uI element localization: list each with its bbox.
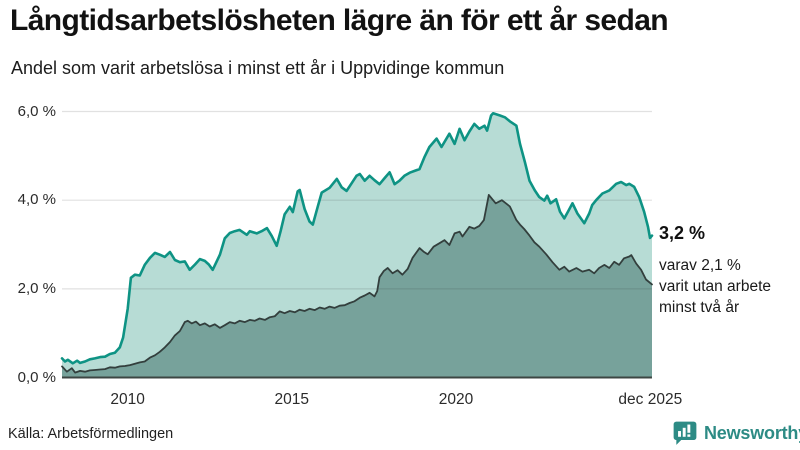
y-axis-tick-label: 4,0 %	[17, 191, 56, 209]
logo-exclamation-dot	[687, 434, 691, 437]
endpoint-note-line: minst två år	[659, 299, 740, 316]
newsworthy-logo-icon	[673, 421, 697, 445]
endpoint-note-line: varit utan arbete	[659, 278, 772, 295]
source-note: Källa: Arbetsförmedlingen	[8, 426, 174, 442]
x-axis-tick-label: dec 2025	[618, 391, 683, 408]
chart-subtitle: Andel som varit arbetslösa i minst ett å…	[11, 58, 505, 78]
x-axis-tick-label: 2020	[438, 391, 474, 408]
endpoint-value-label: 3,2 %	[659, 223, 706, 243]
series-two-years-line	[61, 194, 653, 374]
newsworthy-brand-link[interactable]: Newsworthy	[672, 420, 800, 446]
y-axis-tick-label: 6,0 %	[17, 102, 56, 120]
series-two-years-area	[62, 194, 652, 378]
endpoint-note-line: varav 2,1 %	[659, 257, 741, 274]
series-one-year-line	[60, 112, 654, 365]
x-axis-tick-label: 2015	[274, 391, 310, 408]
logo-bar-short	[678, 431, 681, 437]
chart-title: Långtidsarbetslösheten lägre än för ett …	[10, 4, 669, 37]
y-axis-tick-label: 0,0 %	[17, 368, 56, 386]
y-axis-tick-label: 2,0 %	[17, 279, 56, 297]
logo-bar-medium	[682, 427, 686, 437]
x-axis-tick-label: 2010	[110, 391, 145, 408]
endpoint-note: varav 2,1 % varit utan arbete minst två …	[659, 255, 771, 318]
logo-exclamation-bar	[687, 424, 691, 433]
brand-name: Newsworthy	[704, 422, 800, 443]
